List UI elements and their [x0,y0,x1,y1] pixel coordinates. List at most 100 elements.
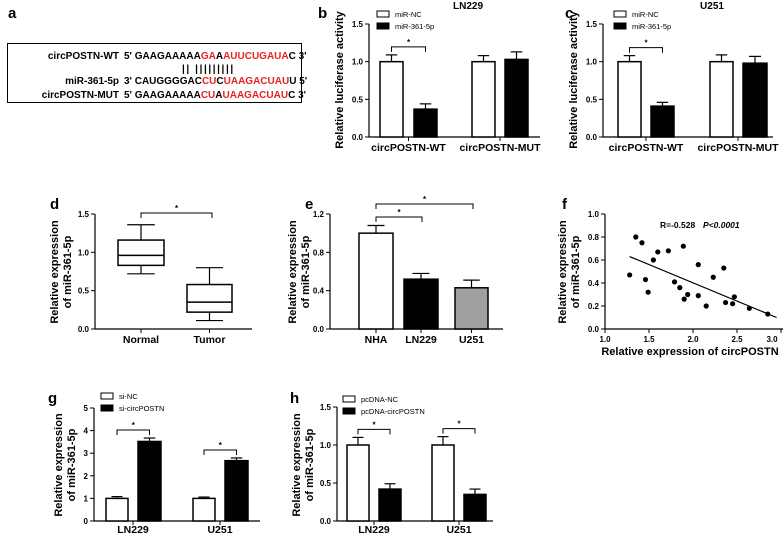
data-point [655,249,661,255]
significance-star: * [132,421,136,430]
significance-bracket [629,47,663,53]
regression-line [629,255,777,319]
x-category-label: Normal [123,334,159,346]
panel-b: b LN229 0.0 0.5 1.0 1.5 Relative luciferase ac… [318,1,541,154]
y-axis-label: Relative expression [53,413,65,517]
legend-swatch [613,22,627,30]
y-tick-label: 0.5 [586,95,598,104]
y-tick-label: 1.0 [586,58,598,67]
significance-bracket [116,429,150,436]
x-category-label: Tumor [194,334,226,346]
legend-swatch [342,395,356,403]
panel-letter: b [318,5,327,22]
y-tick-label: 0.4 [588,279,600,288]
y-axis-label: Relative expression [557,220,569,324]
bar-pcdna-nc [346,444,370,522]
bar-u251 [454,287,489,330]
bar-pcdna-circpostn [463,493,487,522]
y-axis-label: of miR-361-5p [66,428,78,501]
sequence-row: 5' GAAGAAAAACUAUAAGACUAUC 3' [124,90,306,101]
panel-letter: c [565,5,573,22]
y-axis-label: of miR-361-5p [570,235,582,308]
y-axis-label: Relative expression [291,413,303,517]
panel-letter: a [8,5,17,22]
y-tick-label: 0.0 [352,133,364,142]
bar-mir-nc [379,60,404,138]
data-point [722,299,729,306]
x-category-label: U251 [446,524,471,536]
y-tick-label: 0.8 [588,233,600,242]
panel-h: h 0.0 0.5 1.0 1.5 Relative expression of miR-3… [290,390,493,536]
significance-bracket [442,428,476,434]
significance-star: * [372,420,376,429]
significance-bracket [140,212,213,218]
y-axis-label: Relative luciferase activity [334,10,346,148]
sequence-label: circPOSTN-MUT [42,90,119,101]
bases: C [216,76,223,87]
correlation-r: R=-0.528 [660,220,695,230]
x-category-label: LN229 [405,334,437,346]
y-tick-label: 0.5 [320,479,332,488]
y-axis-label: of miR-361-5p [62,235,74,308]
y-tick-label: 0.5 [78,287,90,296]
bases: 3' CAUGGGGAC [124,76,202,87]
significance-bracket [391,46,426,52]
y-tick-label: 1.5 [586,20,598,29]
panel-f: f 0.0 0.2 0.4 0.6 0.8 1.0 Relative expression of… [557,196,783,358]
panel-c: c U251 0.0 0.5 1.0 1.5 Relative luciferase act… [565,1,779,154]
x-category-label: circPOSTN-WT [609,142,684,154]
bases: U 5' [289,76,307,87]
box-tumor [186,267,233,322]
significance-star: * [175,204,179,213]
data-point [730,301,736,307]
x-tick-label: 2.5 [731,335,743,344]
highlighted-bases: AUUCUGAUA [223,51,289,62]
y-tick-label: 0.5 [352,95,364,104]
data-point [665,248,671,254]
bases: A [215,90,222,101]
bases: C 3' [288,90,306,101]
bar-si-circpostn [224,459,249,522]
legend-label: miR-361-5p [632,22,671,31]
bar-si-nc [105,497,129,522]
bases: 5' GAAGAAAAA [124,90,201,101]
x-category-label: U251 [207,524,232,536]
highlighted-bases: CU [201,90,215,101]
data-point [695,262,701,268]
x-category-label: U251 [459,334,484,346]
y-tick-label: 1.5 [320,403,332,412]
y-tick-label: 0.0 [313,325,325,334]
significance-bracket [357,428,391,435]
bar-mir-nc [617,60,642,138]
y-axis-label: Relative expression [49,220,61,324]
legend-label: miR-361-5p [395,22,434,31]
bar-mir-361-5p [413,108,438,138]
y-axis-label: Relative expression [287,220,299,324]
data-point [680,243,686,249]
significance-star: * [423,195,427,204]
y-tick-label: 0.4 [313,287,325,296]
y-tick-label: 0 [84,517,89,526]
y-tick-label: 3 [84,449,89,458]
box-normal [117,224,165,275]
y-tick-label: 1.5 [352,20,364,29]
panel-d: d 0.0 0.5 1.0 1.5 Relative expression of miR-3… [49,196,252,346]
y-axis-label: of miR-361-5p [300,235,312,308]
highlighted-bases: UAAGACUAU [224,76,290,87]
legend-label: pcDNA-circPOSTN [361,407,425,416]
sequence-label: circPOSTN-WT [48,51,119,62]
sequence-label: miR-361-5p [65,76,119,87]
highlighted-bases: UAAGACUAU [223,90,289,101]
y-tick-label: 2 [84,472,89,481]
panel-letter: h [290,390,299,407]
highlighted-bases: GA [201,51,216,62]
bar-si-nc [192,497,216,522]
x-tick-label: 2.0 [687,335,699,344]
panel-a: a circPOSTN-WT 5' GAAGAAAAA GA A AUUCUGAUA C 3… [7,5,307,103]
data-point [681,296,687,302]
y-axis-label: of miR-361-5p [304,428,316,501]
sequence-row: 3' CAUGGGGACCUCUAAGACUAUU 5' [124,76,307,87]
x-category-label: circPOSTN-MUT [459,142,541,154]
y-tick-label: 1.0 [588,210,600,219]
sequence-box [7,43,302,103]
